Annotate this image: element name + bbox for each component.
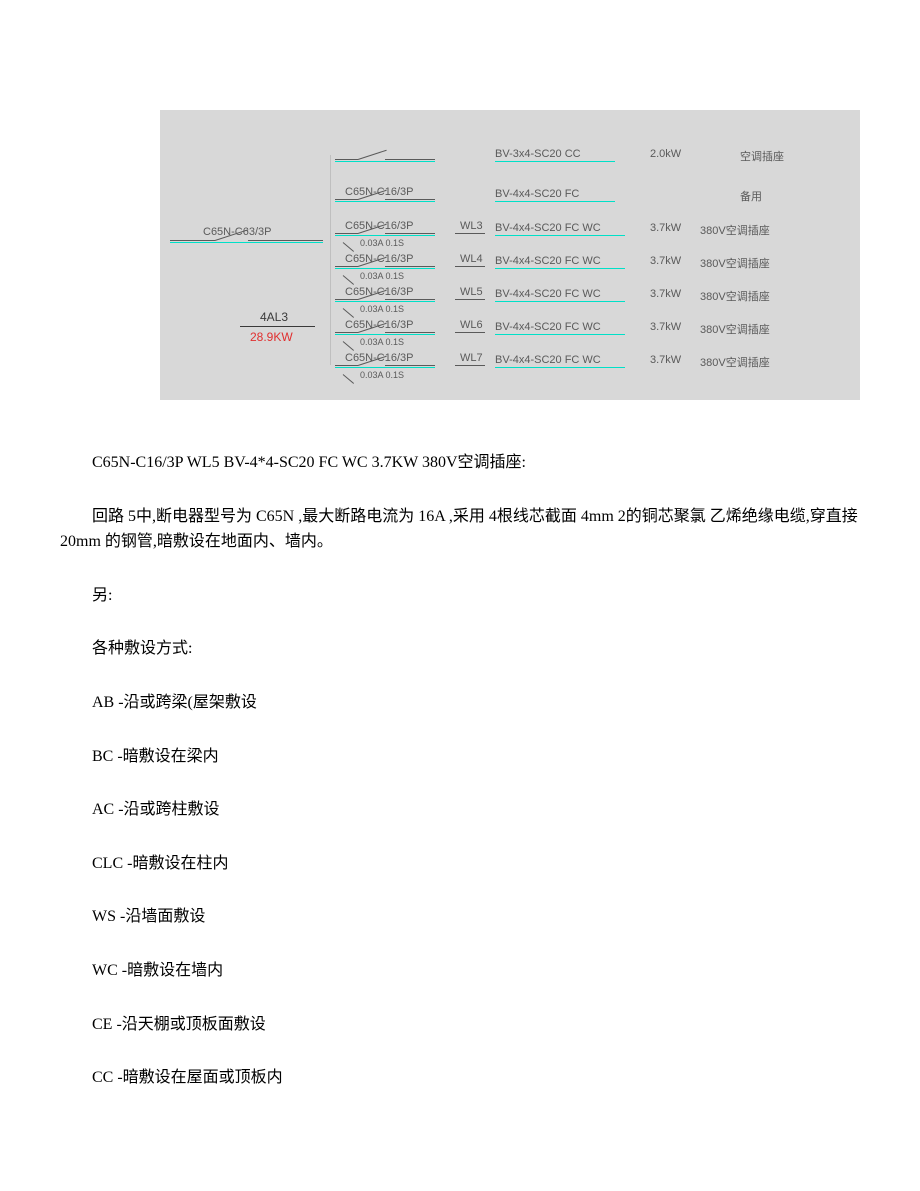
- diagram-line: [385, 233, 435, 234]
- diagram-line: [495, 301, 625, 302]
- diagram-line: [495, 235, 625, 236]
- rcd-rating: 0.03A 0.1S: [360, 337, 404, 347]
- cable-spec: BV-4x4-SC20 FC WC: [495, 255, 601, 267]
- cable-spec: BV-4x4-SC20 FC: [495, 188, 579, 200]
- voltage-desc: 380V空调插座: [700, 255, 770, 271]
- laying-method-item: WC -暗敷设在墙内: [60, 958, 860, 984]
- diagram-line: [455, 365, 485, 366]
- circuit-desc: 空调插座: [740, 148, 784, 164]
- main-feed-line: [170, 240, 215, 241]
- diagram-line: [455, 266, 485, 267]
- diagram-line: [385, 365, 435, 366]
- circuit-id: WL6: [460, 319, 483, 331]
- laying-method-item: AB -沿或跨梁(屋架敷设: [60, 690, 860, 716]
- panel-total-power: 28.9KW: [250, 330, 293, 344]
- voltage-desc: 380V空调插座: [700, 354, 770, 370]
- laying-method-item: BC -暗敷设在梁内: [60, 744, 860, 770]
- methods-heading: 各种敷设方式:: [60, 636, 860, 662]
- laying-method-item: CC -暗敷设在屋面或顶板内: [60, 1065, 860, 1091]
- diagram-line: [385, 199, 435, 200]
- rcd-rating: 0.03A 0.1S: [360, 370, 404, 380]
- circuit-id: WL3: [460, 220, 483, 232]
- panel-id-underline: [240, 326, 315, 327]
- breaker-model: C65N-C16/3P: [345, 286, 413, 298]
- cable-spec: BV-3x4-SC20 CC: [495, 148, 581, 160]
- power-rating: 3.7kW: [650, 354, 681, 366]
- diagram-line: [335, 266, 358, 267]
- laying-method-item: WS -沿墙面敷设: [60, 904, 860, 930]
- voltage-desc: 380V空调插座: [700, 321, 770, 337]
- rcd-symbol: [343, 275, 354, 285]
- diagram-line: [385, 266, 435, 267]
- breaker-model: C65N-C16/3P: [345, 220, 413, 232]
- bus-bar: [330, 155, 331, 365]
- diagram-line: [455, 299, 485, 300]
- diagram-line: [335, 235, 435, 236]
- circuit-id: WL7: [460, 352, 483, 364]
- breaker-model: C65N-C16/3P: [345, 253, 413, 265]
- power-rating: 3.7kW: [650, 255, 681, 267]
- breaker-model: C65N-C16/3P: [345, 319, 413, 331]
- laying-method-item: AC -沿或跨柱敷设: [60, 797, 860, 823]
- voltage-desc: 380V空调插座: [700, 288, 770, 304]
- panel-id: 4AL3: [260, 310, 288, 324]
- breaker-model: C65N-C16/3P: [345, 186, 413, 198]
- diagram-line: [495, 367, 625, 368]
- rcd-symbol: [343, 341, 354, 351]
- branch-line: [335, 159, 358, 160]
- diagram-line: [335, 332, 358, 333]
- highlight-underline: [170, 242, 323, 243]
- laying-methods-list: AB -沿或跨梁(屋架敷设 BC -暗敷设在梁内 AC -沿或跨柱敷设 CLC -暗敷…: [60, 690, 860, 1091]
- electrical-single-line-diagram: BV-3x4-SC20 CC 2.0kW 空调插座 C65N-C16/3P BV-4x4…: [160, 110, 860, 400]
- rcd-rating: 0.03A 0.1S: [360, 304, 404, 314]
- diagram-line: [335, 199, 358, 200]
- diagram-line: [385, 299, 435, 300]
- cable-spec: BV-4x4-SC20 FC WC: [495, 354, 601, 366]
- explanation-line-2: 回路 5中,断电器型号为 C65N ,最大断路电流为 16A ,采用 4根线芯截…: [60, 504, 860, 555]
- cable-spec: BV-4x4-SC20 FC WC: [495, 288, 601, 300]
- main-feed-line: [248, 240, 323, 241]
- switch: [358, 150, 387, 160]
- diagram-line: [335, 334, 435, 335]
- power-rating: 3.7kW: [650, 222, 681, 234]
- extra-heading: 另:: [60, 583, 860, 609]
- diagram-line: [495, 201, 615, 202]
- diagram-line: [335, 201, 435, 202]
- highlight-underline: [495, 161, 615, 162]
- voltage-desc: 380V空调插座: [700, 222, 770, 238]
- power-rating: 3.7kW: [650, 288, 681, 300]
- diagram-line: [335, 268, 435, 269]
- branch-line: [385, 159, 435, 160]
- diagram-line: [335, 301, 435, 302]
- rcd-symbol: [343, 308, 354, 318]
- rcd-symbol: [343, 242, 354, 252]
- laying-method-item: CLC -暗敷设在柱内: [60, 851, 860, 877]
- diagram-line: [335, 299, 358, 300]
- diagram-line: [385, 332, 435, 333]
- highlight-underline: [335, 161, 435, 162]
- diagram-line: [335, 367, 435, 368]
- circuit-id: WL5: [460, 286, 483, 298]
- rcd-rating: 0.03A 0.1S: [360, 238, 404, 248]
- diagram-line: [495, 268, 625, 269]
- main-breaker-label: C65N-C63/3P: [203, 226, 271, 238]
- circuit-desc: 备用: [740, 188, 762, 204]
- power-rating: 3.7kW: [650, 321, 681, 333]
- breaker-model: C65N-C16/3P: [345, 352, 413, 364]
- cable-spec: BV-4x4-SC20 FC WC: [495, 321, 601, 333]
- explanation-line-1: C65N-C16/3P WL5 BV-4*4-SC20 FC WC 3.7KW …: [60, 450, 860, 476]
- rcd-symbol: [343, 374, 354, 384]
- diagram-line: [335, 233, 358, 234]
- circuit-id: WL4: [460, 253, 483, 265]
- diagram-line: [335, 365, 358, 366]
- cable-spec: BV-4x4-SC20 FC WC: [495, 222, 601, 234]
- diagram-line: [455, 233, 485, 234]
- power-rating: 2.0kW: [650, 148, 681, 160]
- diagram-line: [495, 334, 625, 335]
- diagram-line: [455, 332, 485, 333]
- laying-method-item: CE -沿天棚或顶板面敷设: [60, 1012, 860, 1038]
- rcd-rating: 0.03A 0.1S: [360, 271, 404, 281]
